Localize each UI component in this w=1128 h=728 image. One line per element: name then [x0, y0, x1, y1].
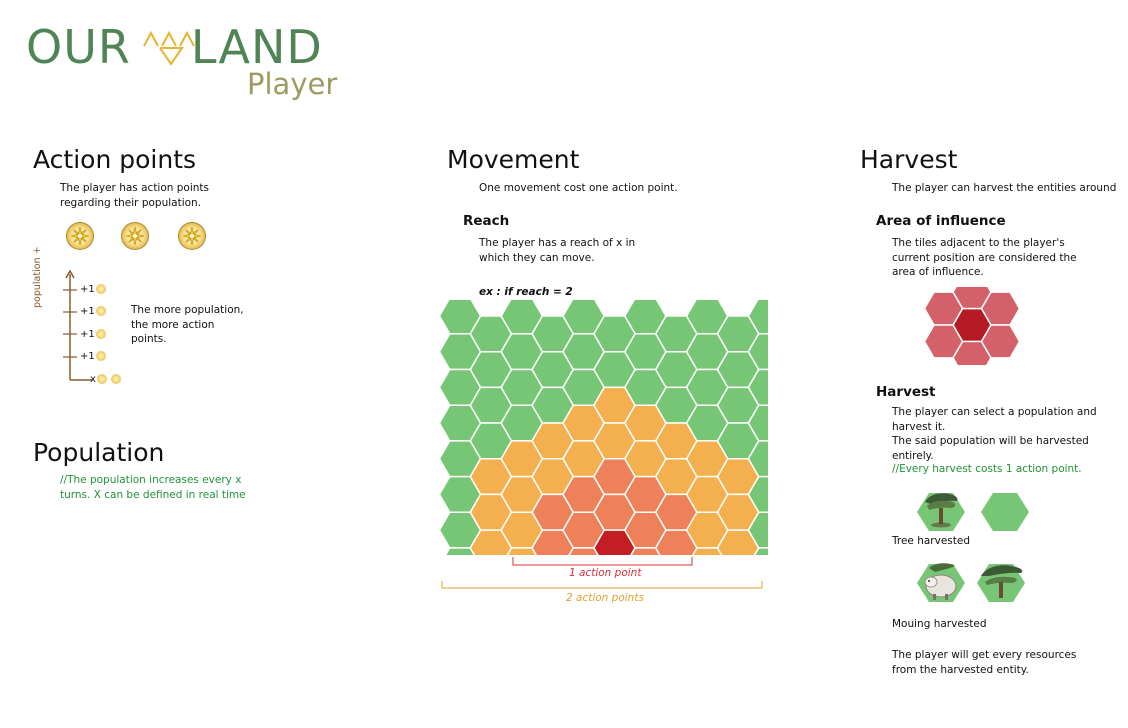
action-points-title: Action points [33, 145, 197, 174]
two-action-points-label: 2 action points [566, 592, 644, 604]
population-graph [63, 269, 92, 381]
harvest-desc-1: The player can select a population and h… [892, 406, 1097, 433]
influence-hex [923, 324, 964, 359]
mini-coin-icon [95, 284, 106, 294]
mouing-creature-icon [924, 563, 957, 600]
population-x-label: x [90, 374, 121, 386]
harvest-note: //Every harvest costs 1 action point. [892, 463, 1082, 475]
mini-coin-icon [95, 329, 106, 339]
mouing-harvested-illustration [917, 563, 1025, 602]
logo-word-left: OUR [26, 20, 131, 74]
tree-harvested-illustration [917, 493, 1029, 531]
population-tick-label: +1 [80, 329, 106, 341]
movement-hex [747, 511, 768, 549]
movement-hex [747, 404, 768, 442]
mini-coin-icon [95, 351, 106, 361]
aoi-desc: The tiles adjacent to the player's curre… [892, 237, 1077, 278]
movement-hex [747, 300, 768, 335]
population-tick-label: +1 [80, 306, 106, 318]
harvest-desc-2: The said population will be harvested en… [892, 435, 1089, 462]
tree-harvested-caption: Tree harvested [892, 535, 971, 547]
logo-mountains-icon [143, 30, 195, 66]
movement-hex [747, 440, 768, 478]
action-point-coin-icon [121, 222, 149, 250]
movement-hex [747, 368, 768, 406]
harvest-desc: The player can harvest the entities arou… [892, 182, 1117, 194]
population-tick-label: +1 [80, 284, 106, 296]
movement-hex [747, 333, 768, 371]
harvest-subtitle: Harvest [876, 384, 936, 400]
movement-hex-grid [438, 300, 768, 555]
influence-hex [980, 324, 1021, 359]
action-point-coin-icon [178, 222, 206, 250]
area-of-influence-hexes [923, 287, 1021, 365]
resources-text: The player will get every resources from… [892, 649, 1077, 676]
harvest-title: Harvest [860, 145, 958, 174]
mini-coin-icon [110, 374, 121, 384]
population-note: //The population increases every x turns… [60, 474, 246, 501]
reach-desc: The player has a reach of x in which the… [479, 237, 636, 264]
mini-coin-icon [96, 374, 107, 384]
action-points-desc: The player has action points regarding t… [60, 182, 210, 209]
mini-coin-icon [95, 306, 106, 316]
population-tick-label: +1 [80, 351, 106, 363]
movement-title: Movement [447, 145, 580, 174]
movement-hex [747, 475, 768, 513]
reach-title: Reach [463, 213, 510, 229]
movement-hex [753, 547, 768, 555]
mouing-harvested-caption: Mouing harvested [892, 618, 987, 630]
population-axis-label: population + [32, 246, 43, 308]
one-action-point-label: 1 action point [569, 567, 642, 579]
logo-word-right: LAND [190, 20, 323, 74]
logo: OUR LAND [26, 22, 323, 72]
movement-desc: One movement cost one action point. [479, 182, 678, 194]
tree-icon [925, 493, 958, 528]
tree-icon [981, 565, 1023, 598]
more-population-text: The more population, the more action poi… [131, 304, 244, 345]
action-point-coin-icon [66, 222, 94, 250]
reach-example: ex : if reach = 2 [479, 286, 573, 298]
population-title: Population [33, 438, 165, 467]
logo-subtitle: Player [247, 67, 338, 101]
reach-brackets [441, 557, 763, 589]
aoi-title: Area of influence [876, 213, 1006, 229]
